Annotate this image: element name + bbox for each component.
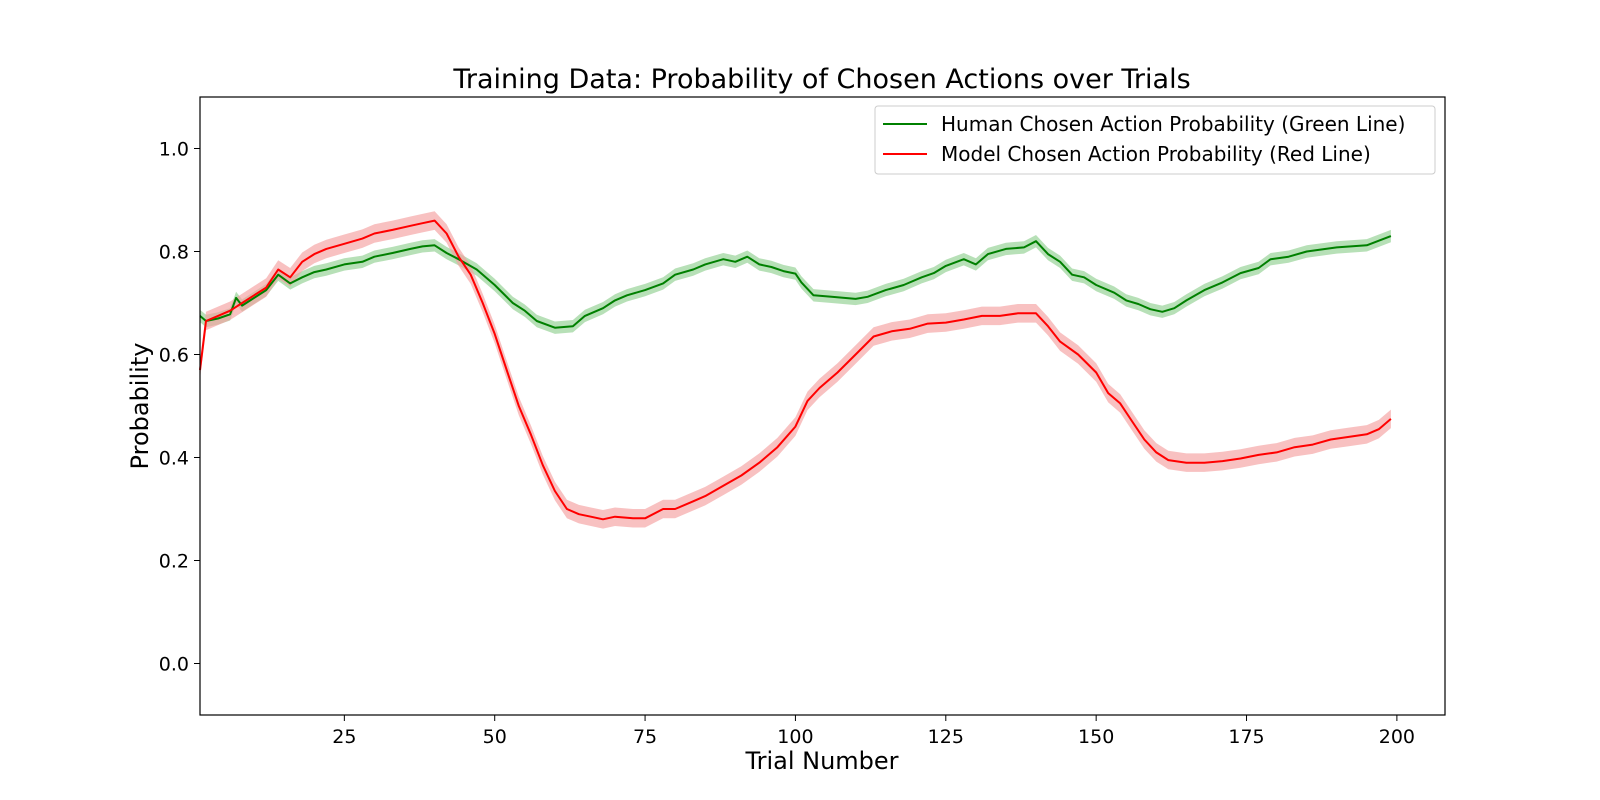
- legend: Human Chosen Action Probability (Green L…: [874, 105, 1436, 175]
- plot-area: [199, 211, 1392, 529]
- x-tick-label: 150: [1078, 726, 1114, 748]
- y-tick-label: 0.4: [159, 448, 189, 470]
- x-tick-label: 50: [483, 726, 507, 748]
- chart-title: Training Data: Probability of Chosen Act…: [452, 64, 1190, 95]
- y-tick-label: 0.2: [159, 551, 189, 573]
- y-tick-label: 0.0: [159, 654, 189, 676]
- x-tick-label: 100: [777, 726, 813, 748]
- y-tick-label: 0.6: [159, 345, 189, 367]
- x-tick-label: 175: [1228, 726, 1264, 748]
- series-1-confidence-band: [200, 211, 1391, 529]
- x-axis: 25 50 75 100 125 150 175 200: [332, 715, 1415, 748]
- x-tick-label: 25: [332, 726, 356, 748]
- x-tick-label: 125: [928, 726, 964, 748]
- y-axis: 0.0 0.2 0.4 0.6 0.8 1.0: [159, 139, 200, 676]
- series-1-line: [199, 219, 1392, 521]
- series-0-line: [199, 235, 1392, 329]
- x-tick-label: 75: [633, 726, 657, 748]
- x-axis-label: Trial Number: [744, 747, 898, 775]
- series-0-confidence-band: [200, 229, 1391, 334]
- y-axis-label: Probability: [126, 343, 154, 470]
- legend-label-model: Model Chosen Action Probability (Red Lin…: [941, 142, 1371, 166]
- legend-box: [874, 105, 1436, 175]
- y-tick-label: 0.8: [159, 242, 189, 264]
- legend-label-human: Human Chosen Action Probability (Green L…: [941, 112, 1405, 136]
- x-tick-label: 200: [1379, 726, 1415, 748]
- y-tick-label: 1.0: [159, 139, 189, 161]
- plot-frame: [199, 96, 1446, 716]
